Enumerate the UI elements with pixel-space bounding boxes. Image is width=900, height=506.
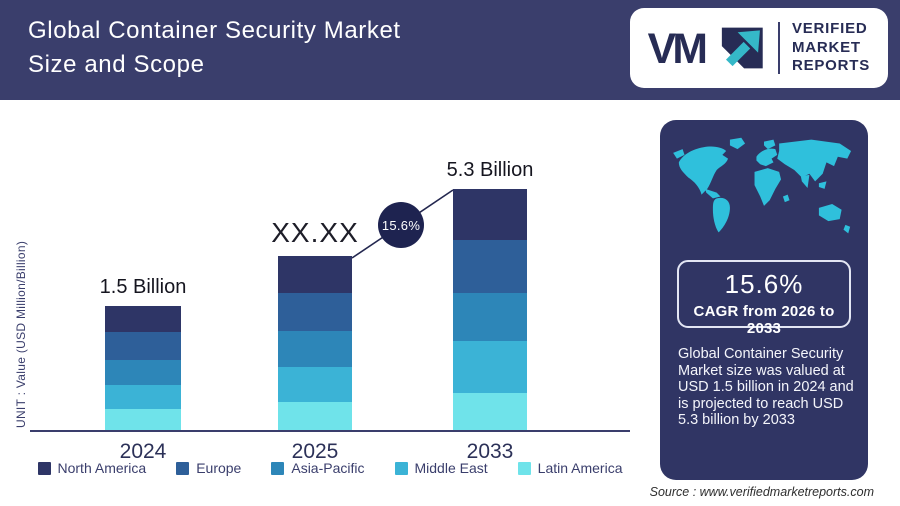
logo-word-reports: REPORTS xyxy=(791,57,871,75)
legend-label: Europe xyxy=(196,460,242,476)
bar-segment-middle-east xyxy=(105,385,181,409)
legend-swatch xyxy=(394,461,408,475)
bar-segment-latin-america xyxy=(453,393,527,430)
x-tick-2024: 2024 xyxy=(119,440,167,463)
legend-swatch xyxy=(37,461,51,475)
legend-label: North America xyxy=(57,460,147,476)
legend-label: Middle East xyxy=(414,460,488,476)
legend-swatch xyxy=(176,461,190,475)
market-summary-text: Global Container Security Market size wa… xyxy=(678,346,854,429)
legend-item-europe: Europe xyxy=(176,460,241,476)
bar-2025 xyxy=(278,256,352,430)
y-axis-label: UNIT : Value (USD Million/Billion) xyxy=(14,240,28,428)
bar-total-label: XX.XX xyxy=(271,217,359,248)
legend-label: Latin America xyxy=(537,460,623,476)
bar-segment-north-america xyxy=(278,256,352,293)
logo-divider xyxy=(777,22,780,74)
bar-segment-middle-east xyxy=(278,367,352,402)
legend-item-middle-east: Middle East xyxy=(394,460,488,476)
bar-segment-north-america xyxy=(453,189,527,240)
cagr-box: 15.6% CAGR from 2026 to 2033 xyxy=(677,260,851,337)
bar-segment-middle-east xyxy=(453,341,527,393)
logo-word-market: MARKET xyxy=(791,38,861,56)
legend-item-north-america: North America xyxy=(37,460,147,476)
bar-segment-europe xyxy=(278,293,352,331)
bar-segment-asia-pacific xyxy=(105,360,181,385)
bar-total-label: 1.5 Billion xyxy=(99,276,187,298)
x-axis-line xyxy=(30,430,630,432)
legend-swatch xyxy=(517,461,531,475)
logo-word-verified: VERIFIED xyxy=(791,19,868,37)
cagr-range-label: CAGR from 2026 to 2033 xyxy=(693,303,835,337)
growth-rate-badge: 15.6% xyxy=(378,202,424,248)
header-banner: Global Container Security Market Size an… xyxy=(0,0,900,100)
page-title-line1: Global Container Security Market xyxy=(28,17,401,44)
legend-swatch xyxy=(271,461,285,475)
bar-2033 xyxy=(453,189,527,430)
source-attribution: Source : www.verifiedmarketreports.com xyxy=(649,485,874,499)
legend-item-asia-pacific: Asia-Pacific xyxy=(271,460,365,476)
vmr-logo-icon: VM xyxy=(648,25,763,73)
bar-segment-asia-pacific xyxy=(278,331,352,367)
vmr-logo: VM VERIFIED MARKET REPORTS xyxy=(630,8,888,88)
page-title-line2: Size and Scope xyxy=(28,50,205,78)
cagr-value: 15.6% xyxy=(724,269,804,299)
world-map-icon xyxy=(673,137,852,234)
logo-wordmark: VERIFIED MARKET REPORTS xyxy=(792,20,870,76)
stacked-bar-chart: UNIT : Value (USD Million/Billion) 1.5 B… xyxy=(14,100,650,463)
bar-segment-latin-america xyxy=(105,409,181,430)
bar-segment-europe xyxy=(105,332,181,360)
legend-label: Asia-Pacific xyxy=(291,460,365,476)
x-tick-2025: 2025 xyxy=(291,440,339,463)
summary-panel: 15.6% CAGR from 2026 to 2033 Global Cont… xyxy=(660,120,868,480)
svg-text:VM: VM xyxy=(648,25,705,73)
bar-total-label: 5.3 Billion xyxy=(446,159,534,181)
bar-segment-asia-pacific xyxy=(453,293,527,341)
bar-2024 xyxy=(105,306,181,430)
bar-segment-europe xyxy=(453,240,527,293)
bar-segment-latin-america xyxy=(278,402,352,430)
legend-item-latin-america: Latin America xyxy=(517,460,623,476)
chart-legend: North America Europe Asia-Pacific Middle Ea… xyxy=(30,460,630,476)
page-title: Global Container Security Market Size an… xyxy=(28,14,401,81)
x-tick-2033: 2033 xyxy=(466,440,514,463)
bar-segment-north-america xyxy=(105,306,181,332)
